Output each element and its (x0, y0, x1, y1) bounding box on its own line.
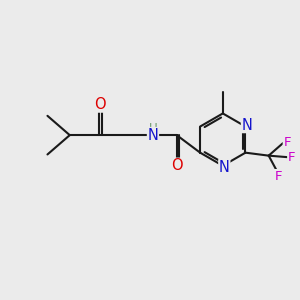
Text: O: O (94, 97, 105, 112)
Text: F: F (283, 136, 291, 149)
Text: N: N (148, 128, 158, 142)
Text: H: H (148, 122, 157, 135)
Text: F: F (274, 170, 282, 183)
Text: N: N (219, 160, 230, 175)
Text: O: O (171, 158, 183, 173)
Text: F: F (288, 151, 295, 164)
Text: N: N (242, 118, 252, 133)
